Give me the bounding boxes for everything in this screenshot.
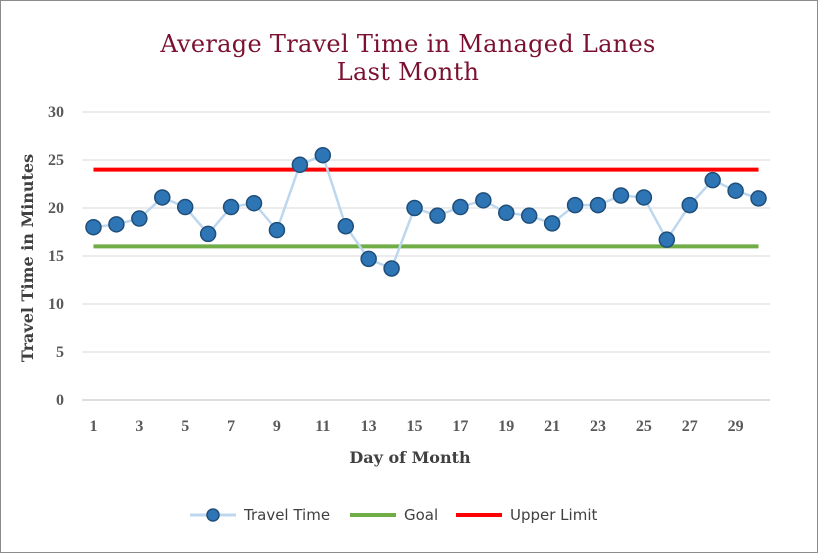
x-tick-label: 11 bbox=[315, 418, 330, 435]
travel-time-point bbox=[475, 192, 492, 209]
travel-time-point bbox=[589, 196, 607, 214]
x-tick-label: 23 bbox=[590, 418, 606, 435]
travel-time-point bbox=[337, 217, 354, 235]
travel-time-point bbox=[429, 207, 446, 224]
travel-time-point bbox=[314, 146, 332, 164]
travel-time-point bbox=[131, 210, 148, 227]
travel-time-point bbox=[360, 250, 377, 268]
x-tick-labels: 1 3 5 7 9 11 13 15 17 19 21 23 25 27 29 bbox=[89, 418, 743, 435]
chart-title-line1: Average Travel Time in Managed Lanes bbox=[160, 30, 656, 58]
x-tick-label: 19 bbox=[498, 418, 514, 435]
gridlines bbox=[82, 111, 770, 401]
travel-time-point bbox=[108, 216, 125, 233]
travel-time-point bbox=[635, 189, 653, 206]
travel-time-point bbox=[452, 198, 469, 216]
series-group bbox=[85, 146, 767, 277]
x-tick-label: 5 bbox=[181, 418, 189, 435]
x-axis-title: Day of Month bbox=[349, 448, 471, 467]
x-tick-label: 3 bbox=[135, 418, 143, 435]
legend-swatch-upper-limit bbox=[456, 513, 502, 517]
legend: Travel Time Goal Upper Limit bbox=[0, 503, 816, 527]
travel-time-point bbox=[543, 215, 561, 232]
travel-time-point bbox=[406, 199, 423, 217]
y-tick-labels: 0 5 10 15 20 25 30 bbox=[48, 104, 64, 409]
x-tick-label: 7 bbox=[227, 418, 235, 435]
legend-swatch-goal bbox=[350, 513, 396, 517]
x-tick-label: 21 bbox=[544, 418, 560, 435]
travel-time-point bbox=[566, 196, 584, 214]
travel-time-point bbox=[704, 171, 721, 189]
legend-marker-travel-time bbox=[190, 508, 236, 522]
travel-time-point bbox=[681, 196, 698, 214]
y-axis-title: Travel Time in Minutes bbox=[18, 154, 37, 362]
travel-time-point bbox=[245, 194, 263, 212]
travel-time-point bbox=[727, 182, 744, 199]
travel-time-point bbox=[291, 156, 309, 174]
legend-label-travel-time: Travel Time bbox=[244, 506, 331, 524]
x-tick-label: 13 bbox=[361, 418, 377, 435]
travel-time-point bbox=[199, 225, 217, 243]
y-tick-label: 0 bbox=[56, 392, 64, 409]
travel-time-point bbox=[154, 189, 171, 206]
travel-time-point bbox=[750, 190, 767, 207]
travel-time-point bbox=[383, 260, 400, 277]
x-tick-label: 17 bbox=[452, 418, 468, 435]
travel-time-point bbox=[222, 198, 240, 216]
legend-label-upper-limit: Upper Limit bbox=[510, 506, 598, 524]
y-tick-label: 5 bbox=[56, 344, 64, 361]
travel-time-point bbox=[612, 187, 630, 204]
x-tick-label: 15 bbox=[407, 418, 423, 435]
y-tick-label: 15 bbox=[48, 248, 64, 265]
travel-time-point bbox=[176, 198, 194, 216]
travel-time-point bbox=[520, 207, 538, 224]
chart-title: Average Travel Time in Managed Lanes Las… bbox=[0, 30, 816, 86]
x-tick-label: 29 bbox=[728, 418, 744, 435]
y-tick-label: 25 bbox=[48, 152, 64, 169]
travel-time-point bbox=[85, 218, 102, 236]
y-tick-label: 20 bbox=[48, 200, 64, 217]
x-tick-label: 25 bbox=[636, 418, 652, 435]
legend-item-goal: Goal bbox=[350, 503, 438, 527]
legend-item-upper-limit: Upper Limit bbox=[456, 503, 597, 527]
y-tick-label: 10 bbox=[48, 296, 64, 313]
chart-title-line2: Last Month bbox=[336, 58, 480, 86]
travel-time-point bbox=[498, 204, 515, 222]
legend-item-travel-time: Travel Time bbox=[190, 503, 330, 527]
legend-label-goal: Goal bbox=[404, 506, 439, 524]
y-tick-label: 30 bbox=[48, 104, 64, 121]
travel-time-point bbox=[658, 231, 676, 248]
x-tick-label: 9 bbox=[273, 418, 281, 435]
x-tick-label: 27 bbox=[682, 418, 698, 435]
x-tick-label: 1 bbox=[89, 418, 97, 435]
travel-time-line bbox=[93, 153, 759, 271]
travel-time-point bbox=[268, 221, 286, 239]
